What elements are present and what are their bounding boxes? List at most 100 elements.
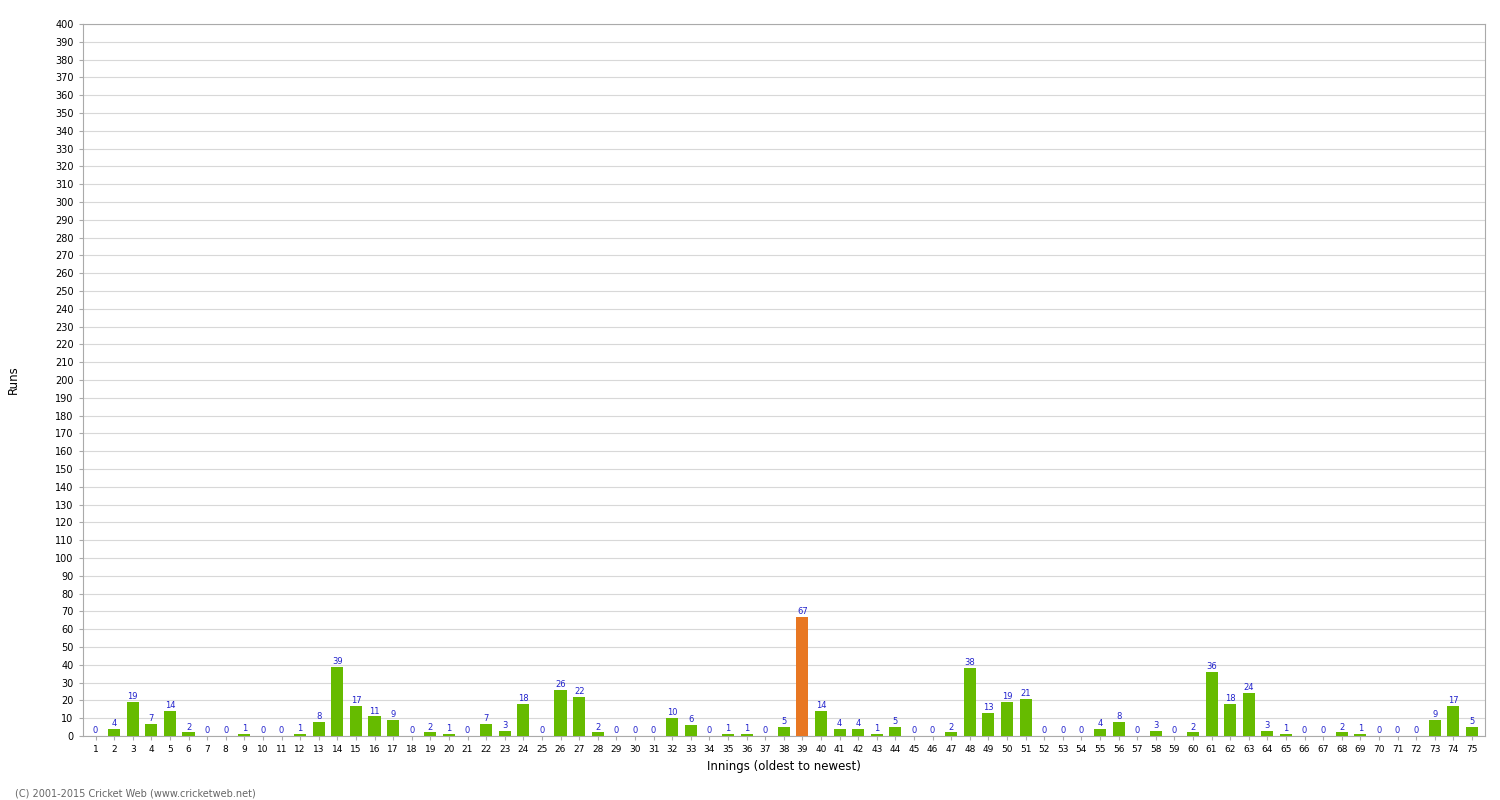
Text: 0: 0 — [1377, 726, 1382, 735]
Text: 1: 1 — [242, 724, 248, 734]
Text: 1: 1 — [744, 724, 748, 734]
Bar — [1020, 698, 1032, 736]
Bar — [666, 718, 678, 736]
Bar — [573, 697, 585, 736]
Bar — [126, 702, 140, 736]
Text: 0: 0 — [410, 726, 414, 735]
Text: 11: 11 — [369, 706, 380, 715]
Text: 4: 4 — [855, 719, 861, 728]
Bar — [834, 729, 846, 736]
Text: 0: 0 — [912, 726, 916, 735]
Text: 1: 1 — [447, 724, 452, 734]
Text: 17: 17 — [351, 696, 361, 705]
Text: 0: 0 — [1395, 726, 1400, 735]
Text: 6: 6 — [688, 715, 693, 725]
Bar — [424, 733, 436, 736]
X-axis label: Innings (oldest to newest): Innings (oldest to newest) — [706, 759, 861, 773]
Bar — [1335, 733, 1348, 736]
Bar — [312, 722, 326, 736]
Text: 4: 4 — [111, 719, 117, 728]
Bar — [480, 723, 492, 736]
Text: 24: 24 — [1244, 683, 1254, 692]
Text: 0: 0 — [1041, 726, 1047, 735]
Text: 19: 19 — [1002, 692, 1013, 702]
Text: 4: 4 — [837, 719, 842, 728]
Text: 0: 0 — [930, 726, 934, 735]
Bar — [796, 617, 808, 736]
Text: 3: 3 — [1154, 721, 1158, 730]
Text: 0: 0 — [1172, 726, 1178, 735]
Text: 39: 39 — [332, 657, 342, 666]
Bar — [591, 733, 604, 736]
Text: 0: 0 — [261, 726, 266, 735]
Bar — [238, 734, 250, 736]
Text: 2: 2 — [1191, 722, 1196, 731]
Text: 18: 18 — [1226, 694, 1236, 703]
Bar — [1094, 729, 1106, 736]
Text: 0: 0 — [706, 726, 712, 735]
Text: 8: 8 — [1116, 712, 1122, 721]
Bar — [387, 720, 399, 736]
Text: 0: 0 — [1320, 726, 1326, 735]
Bar — [350, 706, 361, 736]
Text: 22: 22 — [574, 687, 585, 696]
Text: 4: 4 — [1098, 719, 1102, 728]
Text: 5: 5 — [892, 718, 898, 726]
Bar — [777, 727, 790, 736]
Bar — [945, 733, 957, 736]
Text: 2: 2 — [1340, 722, 1344, 731]
Bar — [369, 717, 381, 736]
Bar — [982, 713, 994, 736]
Bar — [1354, 734, 1366, 736]
Bar — [1280, 734, 1292, 736]
Text: 0: 0 — [651, 726, 656, 735]
Text: 10: 10 — [668, 708, 678, 718]
Text: 14: 14 — [816, 701, 827, 710]
Text: 3: 3 — [1264, 721, 1270, 730]
Text: 2: 2 — [596, 722, 600, 731]
Bar — [722, 734, 734, 736]
Text: 1: 1 — [1284, 724, 1288, 734]
Bar — [1466, 727, 1478, 736]
Bar — [294, 734, 306, 736]
Text: 9: 9 — [1432, 710, 1437, 719]
Text: 0: 0 — [762, 726, 768, 735]
Text: 0: 0 — [224, 726, 228, 735]
Text: 13: 13 — [982, 703, 993, 712]
Text: 67: 67 — [796, 607, 807, 616]
Text: 0: 0 — [1413, 726, 1419, 735]
Bar — [1262, 730, 1274, 736]
Text: 1: 1 — [297, 724, 303, 734]
Text: 0: 0 — [1060, 726, 1065, 735]
Bar — [741, 734, 753, 736]
Text: 1: 1 — [874, 724, 879, 734]
Bar — [332, 666, 344, 736]
Bar — [1448, 706, 1460, 736]
Text: 5: 5 — [782, 718, 786, 726]
Text: 2: 2 — [948, 722, 954, 731]
Bar — [815, 711, 827, 736]
Text: 0: 0 — [1134, 726, 1140, 735]
Text: 26: 26 — [555, 680, 566, 689]
Text: 0: 0 — [279, 726, 284, 735]
Text: 14: 14 — [165, 701, 176, 710]
Bar — [1186, 733, 1198, 736]
Bar — [164, 711, 176, 736]
Bar — [852, 729, 864, 736]
Text: 18: 18 — [518, 694, 528, 703]
Text: 0: 0 — [614, 726, 620, 735]
Bar — [1206, 672, 1218, 736]
Text: 8: 8 — [316, 712, 321, 721]
Text: 17: 17 — [1448, 696, 1458, 705]
Bar — [518, 704, 530, 736]
Bar — [963, 668, 976, 736]
Bar — [555, 690, 567, 736]
Bar — [1224, 704, 1236, 736]
Text: 38: 38 — [964, 658, 975, 667]
Text: 36: 36 — [1206, 662, 1216, 671]
Text: 0: 0 — [1302, 726, 1306, 735]
Text: 2: 2 — [186, 722, 190, 731]
Text: 1: 1 — [1358, 724, 1364, 734]
Text: 0: 0 — [540, 726, 544, 735]
Bar — [108, 729, 120, 736]
